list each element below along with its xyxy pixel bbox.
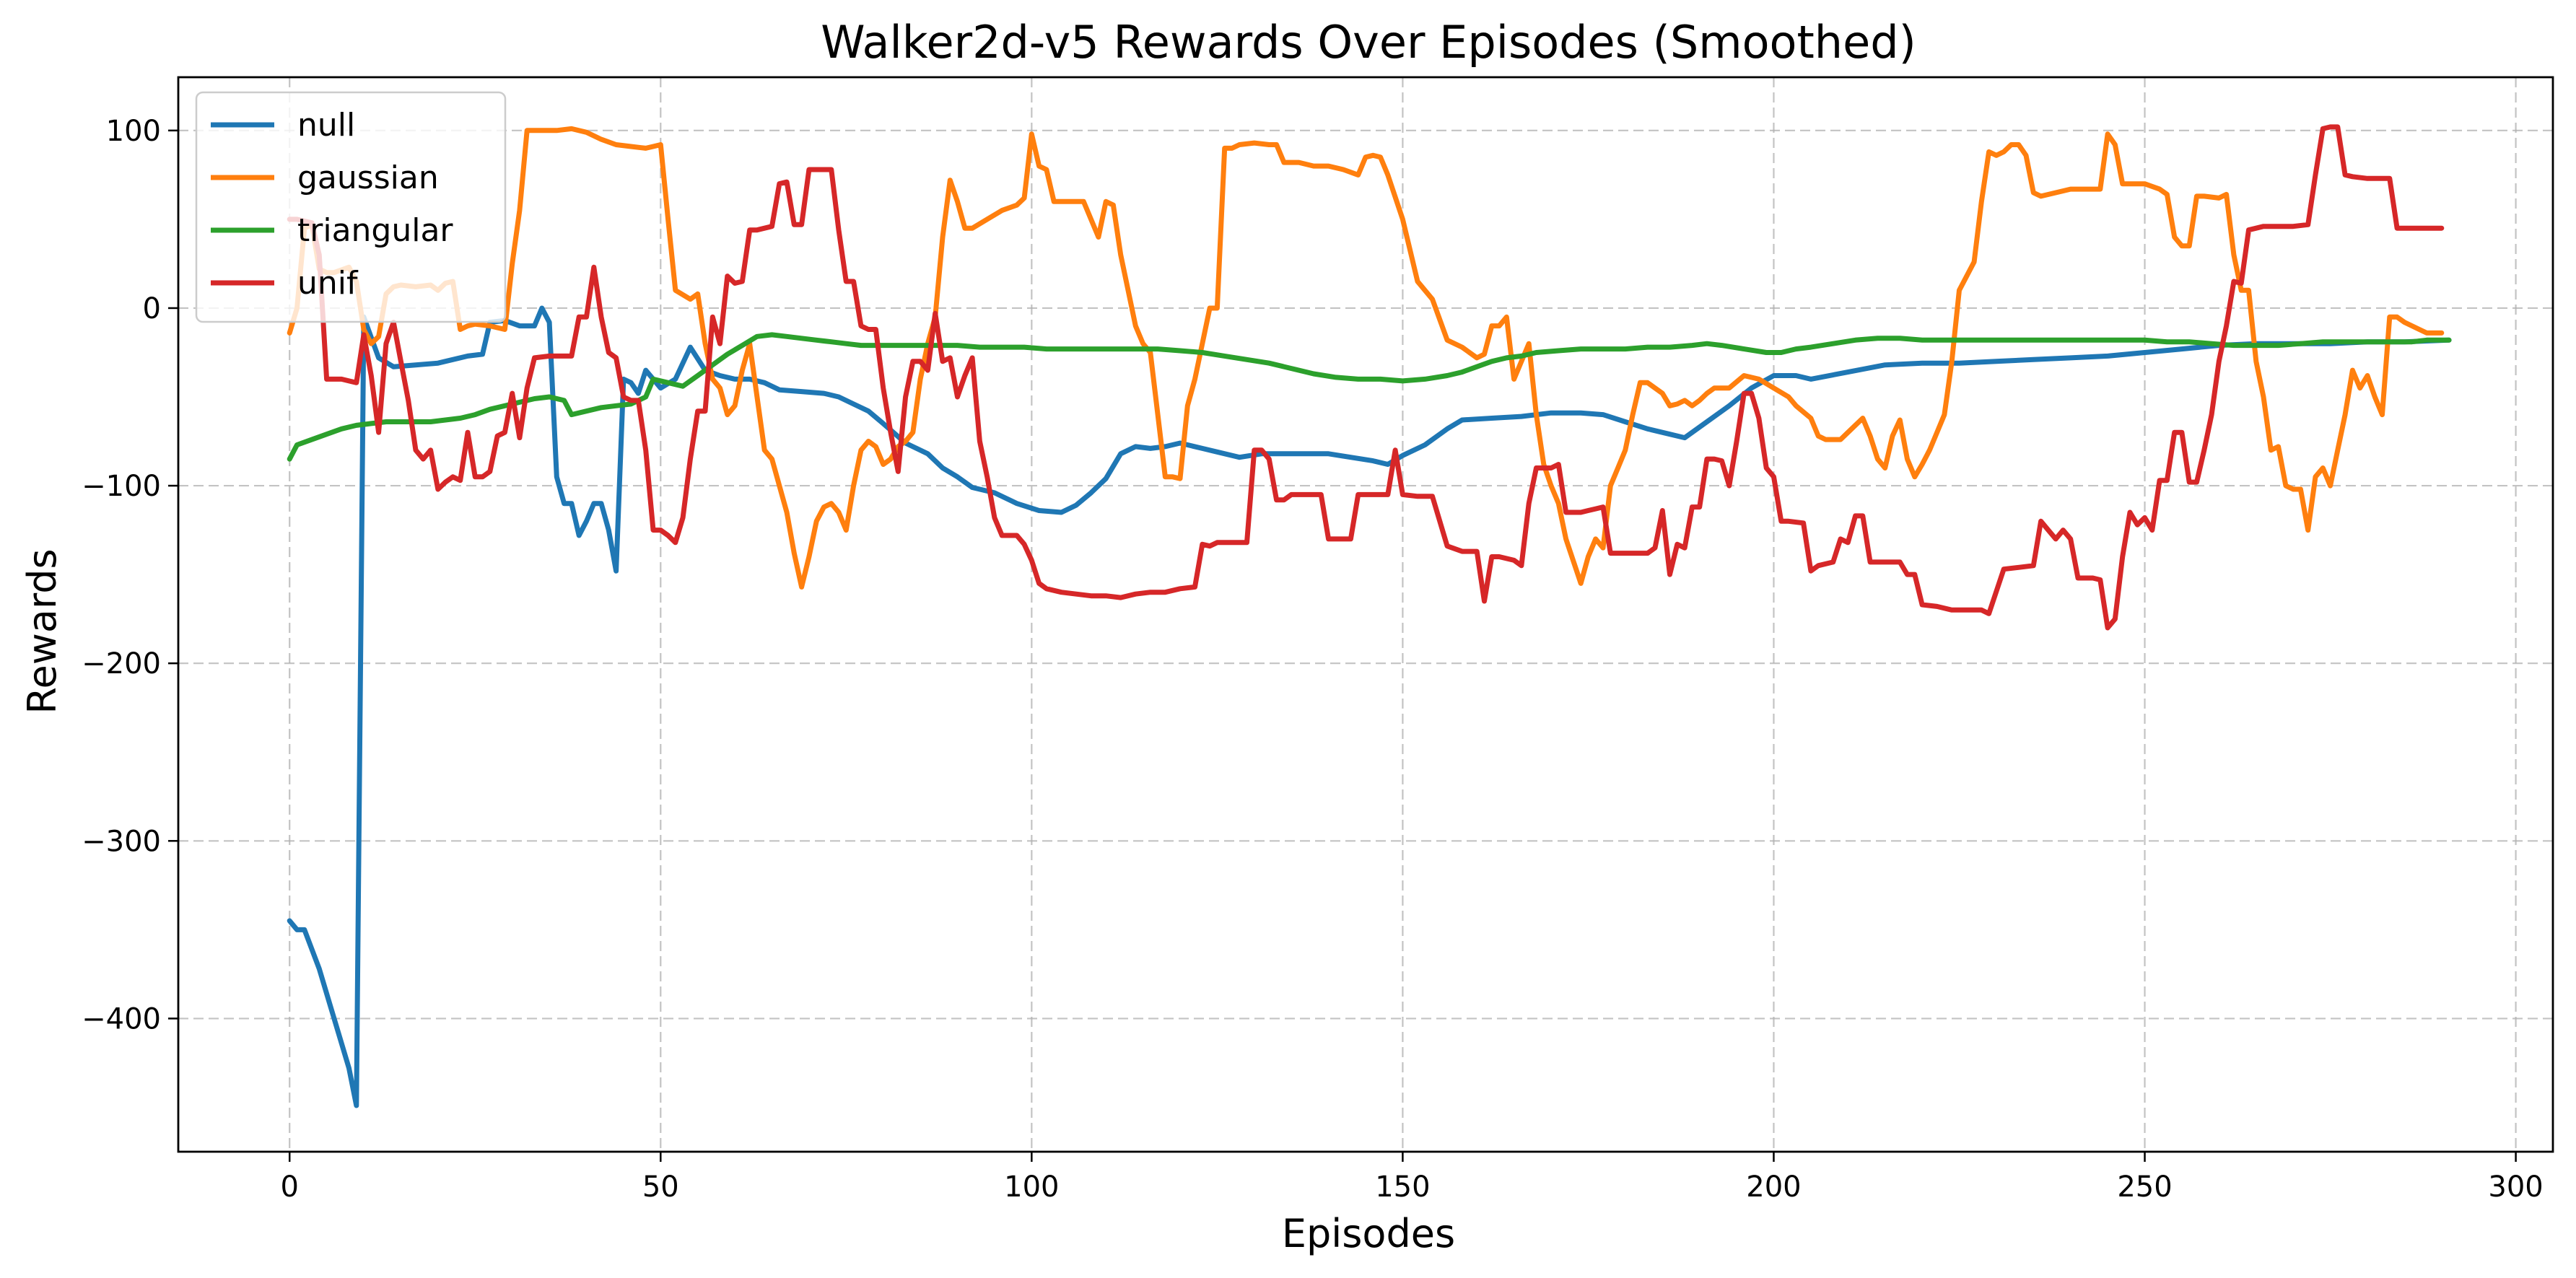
x-tick-label: 250 (2117, 1170, 2172, 1204)
legend-label-gaussian: gaussian (297, 159, 439, 196)
x-tick-label: 150 (1375, 1170, 1430, 1204)
x-tick-label: 100 (1004, 1170, 1059, 1204)
x-tick-label: 200 (1746, 1170, 1801, 1204)
x-tick-label: 300 (2488, 1170, 2543, 1204)
grid (178, 77, 2553, 1152)
y-tick-label: −400 (82, 1002, 161, 1036)
legend: null gaussian triangular unif (195, 91, 507, 323)
series-line-unif (287, 124, 2445, 631)
x-tick-label: 0 (280, 1170, 298, 1204)
y-axis-label: Rewards (19, 548, 65, 714)
legend-label-triangular: triangular (297, 212, 453, 249)
y-tick-label: 0 (143, 292, 161, 325)
y-tick-label: −300 (82, 825, 161, 858)
legend-label-unif: unif (297, 265, 359, 302)
x-axis-label: Episodes (1282, 1211, 1455, 1256)
series-line-gaussian (287, 126, 2445, 590)
series-line-null (287, 305, 2452, 1108)
chart-title: Walker2d-v5 Rewards Over Episodes (Smoot… (821, 16, 1916, 69)
legend-box (195, 91, 507, 323)
plot-frame (177, 76, 2554, 1153)
y-tick-label: −200 (82, 647, 161, 680)
series-line-triangular (287, 332, 2452, 462)
series-group (287, 124, 2452, 1108)
axis-ticks: 0 50 100 150 200 250 300 100 0 −100 −200 −300 −400 (82, 115, 2544, 1204)
y-tick-label: −100 (82, 470, 161, 503)
x-tick-label: 50 (642, 1170, 679, 1204)
legend-label-null: null (297, 107, 355, 144)
y-tick-label: 100 (106, 115, 161, 148)
